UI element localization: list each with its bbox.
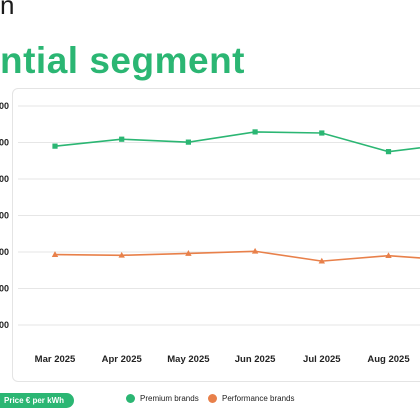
data-point [51, 251, 59, 257]
series-line-1 [54, 250, 420, 262]
y-tick-label: 00 [0, 138, 9, 148]
data-point [251, 247, 259, 254]
legend-dot-premium-icon [126, 394, 135, 403]
unit-badge: Price € per kWh [0, 393, 75, 408]
data-point [185, 139, 191, 145]
data-point [319, 130, 325, 136]
x-tick-label: Apr 2025 [102, 354, 143, 365]
x-tick-label: Mar 2025 [35, 354, 76, 365]
y-tick-label: 00 [0, 284, 9, 294]
data-point [185, 250, 192, 256]
y-tick-label: 00 [0, 247, 9, 257]
data-point [252, 129, 258, 135]
legend-label-premium: Premium brands [140, 394, 199, 403]
legend-item-premium: Premium brands [126, 394, 199, 403]
data-point [385, 149, 392, 155]
data-point [52, 143, 58, 149]
series-lines [54, 131, 420, 262]
x-tick-label: May 2025 [167, 354, 210, 365]
legend-item-performance: Performance brands [208, 394, 294, 403]
y-tick-label: 00 [0, 211, 9, 221]
data-point [318, 257, 325, 264]
y-tick-label: 00 [0, 174, 9, 184]
chart-card [12, 88, 420, 382]
page-title: ntial segment [0, 40, 245, 81]
x-tick-label: Jun 2025 [235, 354, 276, 365]
x-tick-label: Aug 2025 [367, 354, 410, 365]
grid-lines [18, 105, 420, 326]
data-point [119, 136, 125, 142]
y-axis-ticks: 00 00 00 00 00 00 00 [0, 101, 9, 330]
data-point [385, 252, 392, 259]
series-line-0 [54, 131, 420, 153]
x-tick-label: Jul 2025 [303, 354, 341, 365]
y-tick-label: 00 [0, 320, 9, 330]
legend-dot-performance-icon [208, 394, 217, 403]
data-point [118, 251, 125, 258]
x-axis-ticks: Mar 2025 Apr 2025 May 2025 Jun 2025 Jul 2025… [35, 354, 411, 365]
series-markers [51, 129, 392, 264]
y-tick-label: 00 [0, 101, 9, 111]
page-subtitle: n [0, 0, 15, 20]
legend-label-performance: Performance brands [222, 394, 295, 403]
